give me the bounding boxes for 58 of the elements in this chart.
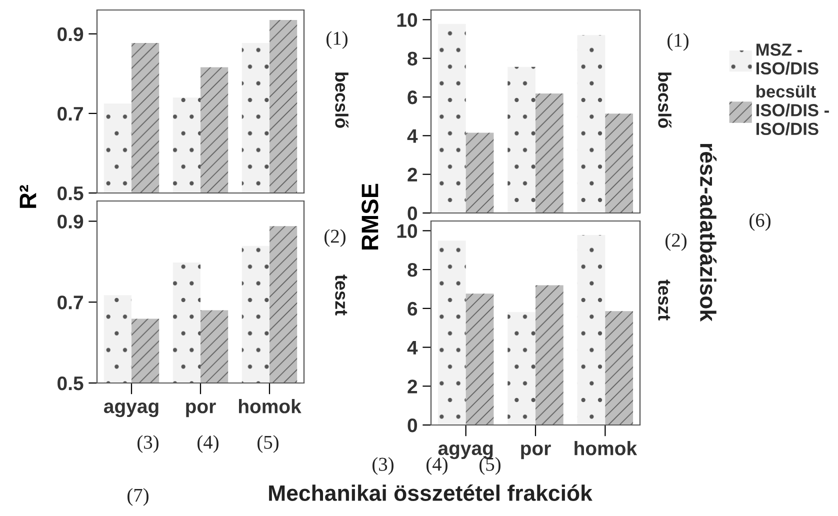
y-tick-label: 10 <box>397 224 418 238</box>
bar <box>577 234 606 425</box>
text: (5) <box>258 435 278 453</box>
text: (2) <box>666 233 686 251</box>
y-tick-label: 0.9 <box>58 27 84 42</box>
y-tick-label: 4 <box>407 129 418 143</box>
y-axis-title: RMSE <box>362 184 378 250</box>
text: becslő <box>658 72 672 128</box>
text: (1) <box>668 33 688 51</box>
y-tick-label: 0.5 <box>58 186 84 200</box>
x-tick-label: agyag <box>438 444 493 460</box>
y-tick-label: 2 <box>408 168 418 182</box>
legend-label: becsült ISO/DIS - ISO/DIS <box>756 84 829 136</box>
y-tick-label: 8 <box>408 52 418 66</box>
y-tick-label: 4 <box>407 340 418 354</box>
text: (6) <box>750 213 770 231</box>
text: (3) <box>372 457 394 475</box>
text: (3) <box>138 435 158 453</box>
y-tick-label: 6 <box>408 90 418 104</box>
x-tick-label: homok <box>574 440 638 456</box>
x-tick-label: homok <box>238 398 302 414</box>
bar <box>508 312 536 425</box>
y-tick-label: 6 <box>408 302 418 316</box>
text: teszt <box>658 280 670 320</box>
y-tick-label: 0.7 <box>58 106 83 121</box>
text: (5) <box>480 457 500 475</box>
x-tick-label: por <box>186 402 216 418</box>
legend-label: MSZ - ISO/DIS <box>756 44 818 75</box>
x-axis-title: Mechanikai összetétel frakciók <box>269 484 592 501</box>
x-tick-label: por <box>521 444 551 460</box>
bar <box>536 285 564 425</box>
y-tick-label: 10 <box>397 13 418 27</box>
text: (4) <box>198 435 218 453</box>
bar <box>605 311 634 425</box>
text: rész-adatbázisok <box>700 144 717 322</box>
bar <box>508 66 536 213</box>
y-tick-label: 0.7 <box>58 296 83 310</box>
y-tick-label: 0.5 <box>58 376 84 390</box>
text: (7) <box>128 488 148 506</box>
bar <box>466 132 494 213</box>
y-tick-label: 8 <box>408 263 418 277</box>
y-tick-label: 2 <box>408 380 418 394</box>
bar <box>466 294 494 425</box>
bar <box>438 240 466 425</box>
bar <box>536 94 564 213</box>
bar <box>577 35 606 213</box>
y-axis-title: R² <box>20 185 36 208</box>
text: (1) <box>326 31 348 49</box>
text: becslő <box>335 72 348 128</box>
text: teszt <box>335 274 348 316</box>
text: (4) <box>426 457 448 475</box>
bar <box>438 24 466 213</box>
text: (2) <box>324 229 346 247</box>
y-tick-label: 0 <box>408 418 418 432</box>
y-tick-label: 0.9 <box>58 214 84 228</box>
y-tick-label: 0 <box>408 206 418 220</box>
bar <box>605 114 634 213</box>
x-tick-label: agyag <box>104 402 158 418</box>
